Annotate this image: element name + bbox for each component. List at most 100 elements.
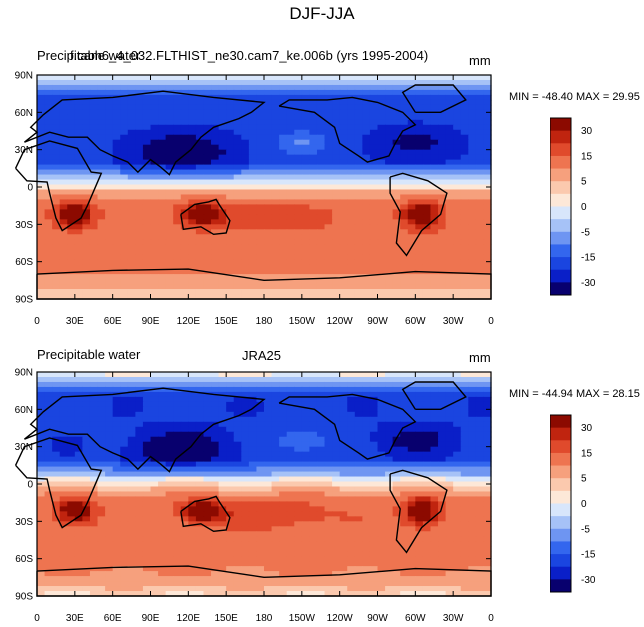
contour-cell [226, 134, 235, 141]
contour-cell [127, 159, 136, 166]
contour-cell [354, 129, 363, 136]
contour-cell [324, 189, 333, 196]
colorbar-swatch [550, 193, 571, 207]
contour-cell [142, 381, 152, 388]
contour-cell [97, 446, 106, 453]
contour-cell [316, 476, 326, 483]
contour-cell [211, 109, 220, 116]
contour-cell [362, 372, 371, 378]
contour-cell [142, 254, 152, 260]
contour-cell [105, 381, 114, 388]
contour-cell [422, 219, 432, 225]
contour-cell [97, 536, 106, 542]
contour-cell [97, 124, 106, 131]
contour-cell [354, 284, 363, 290]
contour-cell [407, 129, 416, 136]
contour-cell [241, 279, 250, 285]
contour-cell [52, 466, 61, 473]
contour-cell [135, 516, 144, 522]
contour-cell [203, 521, 212, 527]
contour-cell [188, 431, 197, 438]
contour-cell [59, 279, 68, 285]
contour-cell [385, 174, 394, 181]
contour-cell [271, 104, 280, 111]
contour-cell [195, 129, 205, 136]
contour-cell [112, 219, 121, 225]
contour-cell [468, 224, 477, 230]
contour-cell [385, 224, 394, 230]
contour-cell [37, 381, 46, 388]
contour-cell [37, 154, 46, 161]
contour-cell [279, 194, 288, 201]
contour-cell [483, 416, 492, 423]
contour-cell [354, 204, 363, 210]
contour-cell [74, 386, 83, 393]
contour-cell [44, 471, 53, 478]
contour-cell [415, 486, 424, 493]
contour-cell [135, 416, 144, 423]
contour-cell [468, 109, 477, 116]
contour-cell [82, 109, 91, 116]
contour-cell [248, 471, 258, 478]
contour-cell [248, 486, 258, 493]
contour-cell [483, 446, 492, 453]
contour-cell [316, 284, 326, 290]
contour-cell [392, 149, 401, 156]
contour-cell [180, 501, 189, 507]
contour-cell [475, 234, 485, 240]
contour-cell [97, 274, 106, 280]
contour-cell [294, 84, 303, 91]
contour-cell [89, 376, 99, 383]
contour-cell [97, 129, 106, 136]
contour-cell [279, 531, 288, 537]
contour-cell [339, 496, 348, 503]
contour-cell [233, 189, 242, 196]
contour-cell [74, 481, 83, 488]
contour-cell [309, 289, 318, 295]
contour-cell [165, 144, 174, 151]
contour-cell [400, 234, 409, 240]
contour-cell [354, 546, 363, 552]
contour-cell [233, 531, 242, 537]
colorbar-swatch [550, 219, 571, 233]
contour-cell [67, 496, 76, 503]
contour-cell [309, 94, 318, 101]
contour-cell [150, 521, 159, 527]
contour-cell [165, 441, 174, 448]
contour-cell [362, 501, 371, 507]
contour-cell [89, 471, 99, 478]
contour-cell [453, 214, 462, 220]
contour-cell [105, 239, 114, 245]
contour-cell [165, 259, 174, 265]
contour-cell [445, 294, 454, 300]
contour-cell [256, 109, 265, 116]
contour-cell [180, 476, 189, 483]
contour-cell [127, 516, 136, 522]
contour-cell [430, 75, 439, 81]
contour-cell [415, 184, 424, 191]
contour-cell [430, 446, 439, 453]
x-tick-label: 180 [256, 316, 273, 327]
contour-cell [354, 239, 363, 245]
contour-cell [188, 149, 197, 156]
contour-cell [445, 456, 454, 463]
contour-cell [339, 89, 348, 96]
contour-cell [445, 461, 454, 468]
contour-cell [44, 149, 53, 156]
contour-cell [369, 541, 379, 547]
contour-cell [158, 84, 167, 91]
contour-cell [127, 391, 136, 398]
contour-cell [468, 239, 477, 245]
contour-cell [316, 109, 326, 116]
contour-cell [52, 124, 61, 131]
contour-cell [445, 79, 454, 86]
contour-cell [294, 431, 303, 438]
contour-cell [256, 461, 265, 468]
contour-cell [377, 386, 386, 393]
contour-cell [294, 521, 303, 527]
contour-cell [316, 381, 326, 388]
contour-cell [324, 289, 333, 295]
x-tick-label: 60W [405, 316, 426, 327]
contour-cell [135, 159, 144, 166]
contour-cell [475, 139, 485, 146]
